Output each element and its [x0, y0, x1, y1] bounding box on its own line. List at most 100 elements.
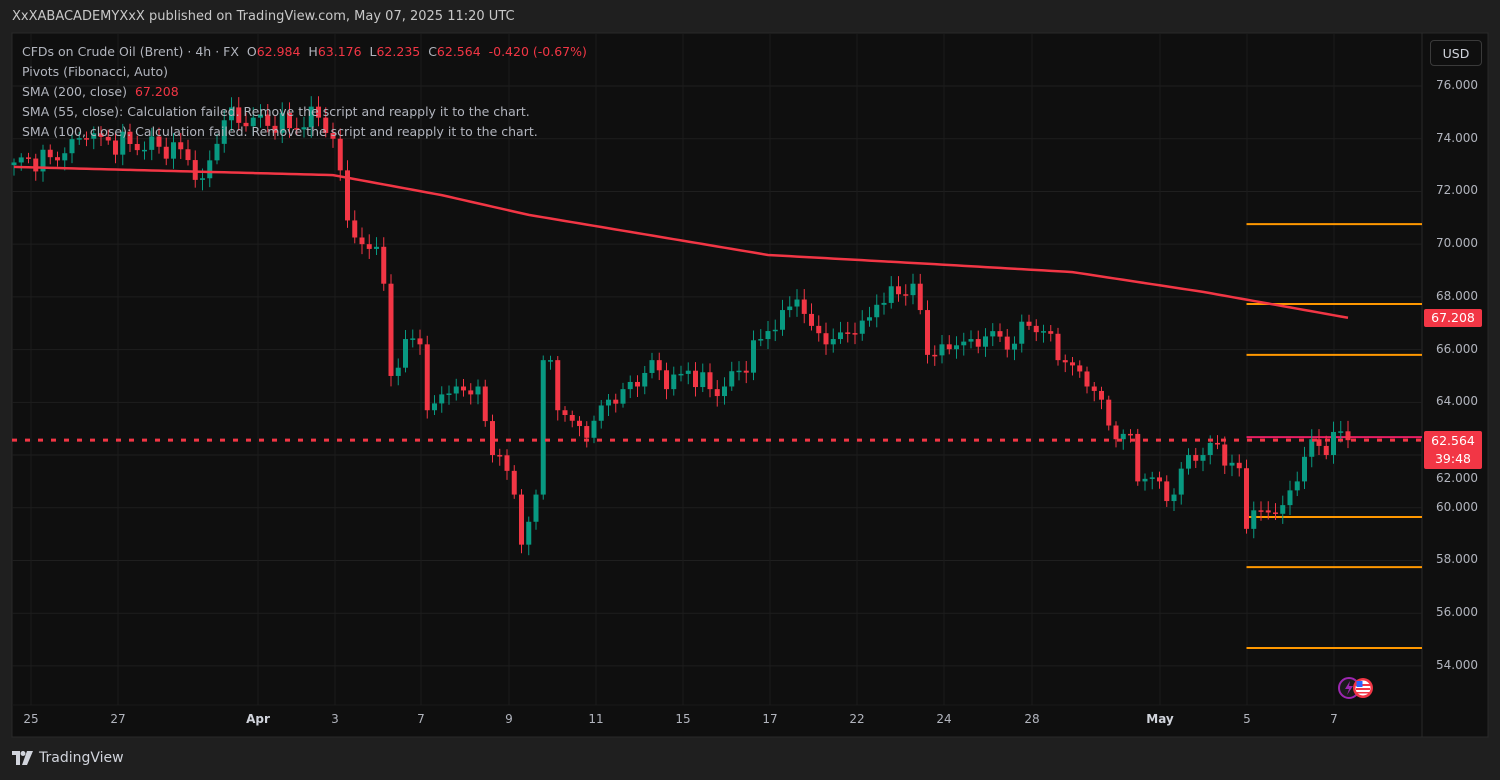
candle-body: [163, 146, 169, 159]
candle-body: [1338, 431, 1344, 433]
candle-body: [1106, 399, 1112, 426]
tradingview-logo-icon: [12, 751, 33, 765]
candle-body: [649, 360, 655, 373]
candle-body: [729, 371, 735, 387]
candle-body: [1251, 510, 1257, 529]
events-icons[interactable]: [1337, 676, 1379, 700]
candle-body: [613, 399, 619, 404]
candle-body: [352, 220, 358, 238]
candle: [1120, 429, 1126, 450]
candle-body: [1033, 325, 1039, 333]
candle: [917, 273, 923, 315]
candle-body: [461, 386, 466, 391]
price-tick-label: 72.000: [1436, 183, 1478, 198]
candle-body: [1055, 333, 1061, 361]
high-label: H: [308, 44, 318, 59]
candle-body: [91, 133, 97, 139]
candle: [751, 330, 756, 381]
candle-body: [432, 403, 437, 411]
candle: [120, 123, 126, 166]
candle-body: [693, 370, 698, 388]
candle: [134, 135, 140, 156]
candle: [439, 386, 445, 413]
time-tick-label: 15: [675, 712, 691, 726]
candle-body: [838, 332, 843, 340]
candle-body: [751, 340, 756, 373]
candle-body: [265, 114, 271, 126]
candle-body: [98, 133, 104, 137]
candle: [243, 112, 249, 132]
candle: [874, 294, 880, 328]
sma200-label: SMA (200, close): [22, 84, 127, 99]
candle: [714, 380, 720, 407]
candle: [685, 362, 691, 385]
currency-button[interactable]: USD: [1430, 40, 1482, 66]
candle: [896, 276, 901, 302]
candle: [330, 122, 336, 148]
candle-body: [1149, 477, 1155, 479]
candle: [983, 328, 988, 357]
candle-body: [149, 136, 155, 150]
candle-body: [867, 317, 872, 321]
candle: [424, 335, 430, 419]
candle: [1316, 429, 1322, 455]
indicator-sma200[interactable]: SMA (200, close) 67.208: [22, 84, 179, 99]
time-tick-label: 22: [849, 712, 865, 726]
candle-body: [1084, 371, 1090, 387]
symbol-name[interactable]: CFDs on Crude Oil (Brent) · 4h · FX: [22, 44, 239, 59]
candle: [562, 406, 568, 422]
candle: [736, 361, 742, 381]
candle: [1294, 471, 1300, 497]
candle: [250, 107, 256, 136]
candle-body: [1091, 386, 1097, 391]
candle: [468, 383, 474, 405]
candle: [301, 116, 307, 138]
candle: [1033, 319, 1039, 342]
candle: [388, 274, 394, 387]
candle-body: [1287, 490, 1293, 506]
candle: [1106, 395, 1112, 431]
candle-body: [598, 405, 604, 421]
candle: [1244, 459, 1249, 534]
price-tick-label: 76.000: [1436, 78, 1478, 92]
candle-body: [881, 302, 887, 305]
candle-body: [1294, 481, 1300, 491]
candle-body: [714, 389, 720, 397]
candle: [279, 102, 285, 144]
candle: [961, 332, 967, 356]
last-price-value: 62.564: [1431, 433, 1475, 448]
candle-body: [272, 125, 278, 133]
candle: [352, 210, 358, 244]
candle: [954, 336, 959, 359]
candle-body: [468, 390, 474, 395]
indicator-sma55[interactable]: SMA (55, close): Calculation failed. Rem…: [22, 104, 530, 119]
candle-body: [113, 140, 118, 155]
candle: [881, 292, 887, 315]
candle: [577, 416, 582, 437]
footer-brand[interactable]: TradingView: [12, 750, 124, 766]
candle: [1084, 366, 1090, 394]
candle-body: [475, 386, 481, 395]
candle: [1026, 314, 1032, 330]
candle: [569, 410, 575, 428]
candle-body: [1316, 439, 1322, 446]
candle-body: [1128, 433, 1133, 436]
candle: [272, 115, 278, 140]
candle: [838, 321, 843, 344]
candle-body: [127, 131, 133, 144]
candle-body: [1229, 462, 1235, 466]
candle: [1265, 501, 1271, 520]
indicator-pivots[interactable]: Pivots (Fibonacci, Auto): [22, 64, 169, 79]
indicator-sma100[interactable]: SMA (100, close): Calculation failed. Re…: [22, 124, 538, 139]
candle: [656, 352, 662, 381]
low-label: L: [369, 44, 377, 59]
candle-body: [1048, 331, 1054, 334]
candle: [84, 131, 89, 147]
candle-body: [439, 394, 445, 404]
candle-body: [221, 120, 227, 144]
candle: [207, 150, 213, 188]
candle-body: [366, 244, 372, 249]
candle: [62, 147, 68, 171]
candle: [461, 379, 466, 397]
